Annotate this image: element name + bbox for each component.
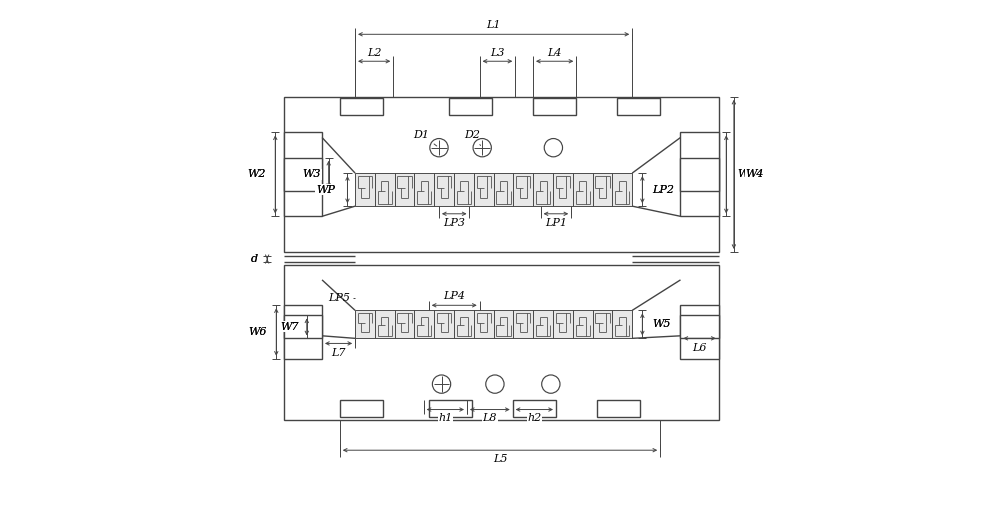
Text: LP4: LP4 bbox=[443, 291, 465, 301]
Text: W3: W3 bbox=[303, 170, 321, 179]
Bar bbox=[284, 97, 719, 252]
Bar bbox=[284, 316, 322, 338]
Text: LP2: LP2 bbox=[653, 185, 675, 195]
Bar bbox=[284, 265, 719, 420]
Bar bbox=[449, 98, 492, 115]
Bar bbox=[680, 305, 719, 359]
Text: W4: W4 bbox=[745, 170, 764, 179]
Text: W6: W6 bbox=[249, 327, 267, 337]
Text: W7: W7 bbox=[281, 322, 299, 332]
Bar bbox=[680, 158, 719, 191]
Bar bbox=[355, 310, 632, 338]
Bar bbox=[355, 173, 632, 206]
Text: L4: L4 bbox=[547, 48, 562, 58]
Text: h1: h1 bbox=[438, 413, 452, 423]
Text: LP1: LP1 bbox=[545, 218, 567, 228]
Text: WP: WP bbox=[316, 185, 335, 195]
Text: W6: W6 bbox=[249, 327, 267, 337]
Text: L1: L1 bbox=[486, 20, 501, 30]
Text: W2: W2 bbox=[248, 170, 266, 179]
Text: L2: L2 bbox=[367, 48, 381, 58]
Bar bbox=[597, 400, 640, 417]
Text: W5: W5 bbox=[653, 319, 671, 329]
Text: W1: W1 bbox=[737, 170, 756, 179]
Bar bbox=[340, 400, 383, 417]
Text: W3: W3 bbox=[303, 170, 321, 179]
Text: h2: h2 bbox=[527, 413, 541, 423]
Bar bbox=[284, 305, 322, 359]
Text: L3: L3 bbox=[490, 48, 505, 58]
Bar bbox=[284, 158, 322, 191]
Text: L5: L5 bbox=[493, 454, 507, 464]
Text: W4: W4 bbox=[745, 170, 764, 179]
Text: WP: WP bbox=[316, 185, 335, 195]
Bar bbox=[533, 98, 576, 115]
Text: L6: L6 bbox=[692, 342, 707, 353]
Text: LP3: LP3 bbox=[443, 218, 465, 228]
Bar bbox=[680, 133, 719, 216]
Text: W7: W7 bbox=[281, 322, 299, 332]
Text: D2: D2 bbox=[464, 130, 481, 145]
Text: D1: D1 bbox=[414, 130, 437, 146]
Text: W1: W1 bbox=[737, 170, 756, 179]
Bar bbox=[680, 316, 719, 338]
Bar bbox=[340, 98, 383, 115]
Text: d: d bbox=[251, 254, 258, 264]
Text: L8: L8 bbox=[483, 413, 497, 423]
Bar bbox=[617, 98, 660, 115]
Text: LP5: LP5 bbox=[328, 292, 350, 303]
Bar bbox=[429, 400, 472, 417]
Bar bbox=[513, 400, 556, 417]
Text: W5: W5 bbox=[653, 319, 671, 329]
Bar bbox=[284, 133, 322, 216]
Text: LP2: LP2 bbox=[653, 185, 675, 195]
Text: L7: L7 bbox=[331, 347, 346, 358]
Text: d: d bbox=[251, 254, 258, 264]
Text: W2: W2 bbox=[248, 170, 266, 179]
